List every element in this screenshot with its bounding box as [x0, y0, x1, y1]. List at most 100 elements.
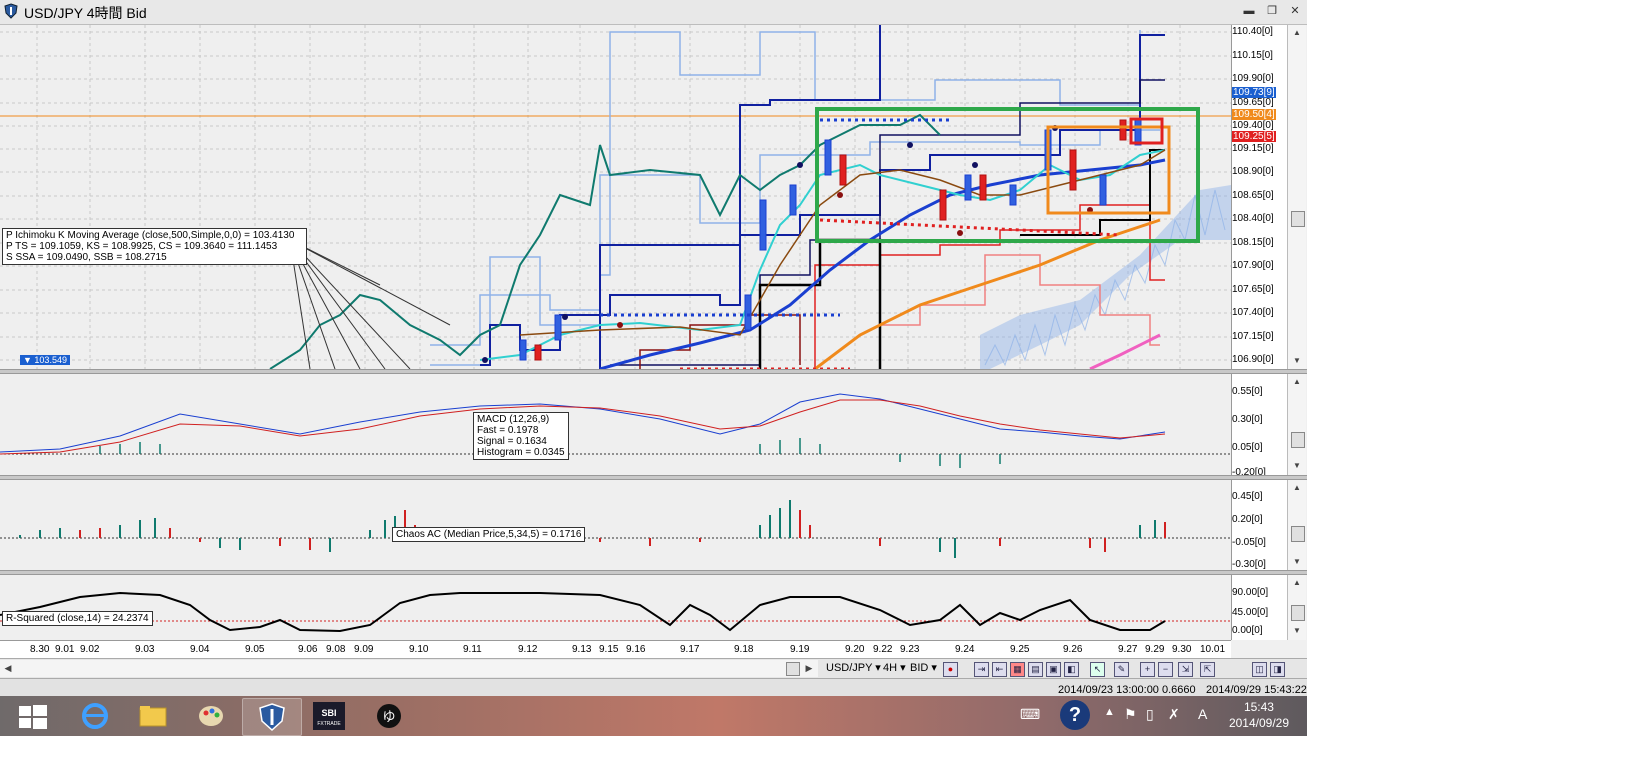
price-scrollbar[interactable]: ▲ ▼ [1287, 25, 1306, 369]
macd-scrollbar[interactable]: ▲ ▼ [1287, 374, 1306, 475]
macd-info-fast: Fast = 0.1978 [477, 425, 539, 436]
time-axis[interactable]: 8.30 9.01 9.02 9.03 9.04 9.05 9.06 9.08 … [0, 640, 1231, 659]
price-label: 107.40[0] [1232, 307, 1274, 318]
windows-logo-icon [19, 705, 47, 729]
info-line-1: P Ichimoku K Moving Average (close,500,S… [6, 230, 295, 241]
scroll-thumb[interactable] [1291, 432, 1305, 448]
info-line-3: S SSA = 109.0490, SSB = 108.2715 [6, 252, 167, 263]
ac-info-box[interactable]: Chaos AC (Median Price,5,34,5) = 0.1716 [392, 527, 586, 542]
close-button[interactable]: ✕ [1290, 5, 1300, 17]
flag-icon[interactable]: ⚑ [1124, 706, 1137, 722]
taskbar-ime-app-button[interactable]: ゆ [360, 698, 418, 734]
macd-scale-label: 0.05[0] [1232, 442, 1263, 453]
tool-icon[interactable]: ⇲ [1178, 662, 1193, 677]
price-label: 108.65[0] [1232, 190, 1274, 201]
rsq-info-box[interactable]: R-Squared (close,14) = 24.2374 [2, 611, 153, 626]
taskbar-explorer-button[interactable] [124, 698, 182, 734]
scroll-right-arrow-icon[interactable]: ▶ [805, 663, 813, 673]
tray-expand-icon[interactable]: ▲ [1104, 706, 1115, 718]
cursor-icon[interactable]: ↖ [1090, 662, 1105, 677]
scroll-down-arrow-icon[interactable]: ▼ [1293, 557, 1301, 566]
svg-text:FXTRADE: FXTRADE [317, 721, 341, 727]
rsq-canvas[interactable] [0, 575, 1231, 640]
help-icon[interactable]: ? [1060, 700, 1090, 730]
price-scale[interactable]: 110.40[0] 110.15[0] 109.90[0] 109.65[0] … [1231, 25, 1288, 369]
macd-canvas[interactable] [0, 374, 1231, 475]
ichimoku-info-box[interactable]: P Ichimoku K Moving Average (close,500,S… [2, 228, 307, 265]
zoom-in-icon[interactable]: + [1140, 662, 1155, 677]
zoom-out-icon[interactable]: − [1158, 662, 1173, 677]
macd-scale[interactable]: 0.55[0] 0.30[0] 0.05[0] -0.20[0] [1231, 374, 1288, 478]
horizontal-scrollbar[interactable]: ◀ ▶ [0, 660, 818, 677]
taskbar-clock[interactable]: 15:43 2014/09/29 [1229, 699, 1289, 731]
network-icon[interactable]: ✗ [1168, 706, 1180, 722]
tool-icon[interactable]: ✎ [1114, 662, 1129, 677]
tool-icon[interactable]: ▦ [1010, 662, 1025, 677]
price-chart-canvas[interactable] [0, 25, 1231, 369]
keyboard-icon[interactable]: ⌨ [1020, 706, 1041, 722]
ac-scrollbar[interactable]: ▲ ▼ [1287, 480, 1306, 570]
taskbar-ie-button[interactable] [66, 698, 124, 734]
ac-canvas[interactable] [0, 480, 1231, 570]
scroll-thumb[interactable] [1291, 526, 1305, 542]
scroll-down-arrow-icon[interactable]: ▼ [1293, 461, 1301, 470]
color-picker-icon[interactable]: ● [943, 662, 958, 677]
taskbar-sbi-fxtrade-button[interactable]: SBI FXTRADE [300, 698, 358, 734]
scroll-up-arrow-icon[interactable]: ▲ [1293, 28, 1301, 37]
price-type-select[interactable]: BID ▾ [910, 662, 937, 674]
time-label: 9.06 [298, 644, 318, 655]
ime-indicator[interactable]: A [1198, 706, 1208, 722]
tool-icon[interactable]: ⇤ [992, 662, 1007, 677]
r-squared-pane[interactable]: R-Squared (close,14) = 24.2374 [0, 575, 1231, 640]
pane-separator[interactable] [0, 369, 1307, 374]
chaos-ac-pane[interactable]: Chaos AC (Median Price,5,34,5) = 0.1716 [0, 480, 1231, 570]
time-label: 9.20 [845, 644, 865, 655]
ac-scale-label: 0.45[0] [1232, 491, 1263, 502]
scroll-up-arrow-icon[interactable]: ▲ [1293, 377, 1301, 386]
scroll-thumb[interactable] [1291, 605, 1305, 621]
pane-separator[interactable] [0, 475, 1307, 480]
symbol-select[interactable]: USD/JPY ▾ [826, 662, 881, 674]
tool-icon[interactable]: ◫ [1252, 662, 1267, 677]
price-marker-label[interactable]: ▼ 103.549 [20, 355, 70, 365]
pane-separator[interactable] [0, 570, 1307, 575]
timeframe-select[interactable]: 4H ▾ [883, 662, 906, 674]
taskbar-paint-button[interactable] [182, 698, 240, 734]
price-label: 108.15[0] [1232, 237, 1274, 248]
tool-icon[interactable]: ▣ [1046, 662, 1061, 677]
macd-info-box[interactable]: MACD (12,26,9) Fast = 0.1978 Signal = 0.… [473, 412, 569, 460]
minimize-button[interactable]: ▬ [1243, 5, 1255, 17]
tool-icon[interactable]: ◨ [1270, 662, 1285, 677]
start-button[interactable] [4, 698, 62, 734]
scroll-thumb[interactable] [1291, 211, 1305, 227]
tool-icon[interactable]: ⇱ [1200, 662, 1215, 677]
ac-scale-label: -0.30[0] [1232, 559, 1266, 570]
price-label: 107.90[0] [1232, 260, 1274, 271]
time-label: 9.13 [572, 644, 592, 655]
macd-info-signal: Signal = 0.1634 [477, 436, 547, 447]
taskbar-fx-chart-button[interactable] [242, 698, 302, 736]
scroll-left-arrow-icon[interactable]: ◀ [4, 663, 12, 673]
tool-icon[interactable]: ◧ [1064, 662, 1079, 677]
scroll-thumb[interactable] [786, 662, 800, 676]
yu-app-icon: ゆ [377, 704, 401, 728]
svg-text:ゆ: ゆ [382, 710, 395, 725]
tool-icon[interactable]: ⇥ [974, 662, 989, 677]
time-label: 9.09 [354, 644, 374, 655]
price-label: 109.40[0] [1232, 120, 1274, 131]
scroll-down-arrow-icon[interactable]: ▼ [1293, 356, 1301, 365]
battery-icon[interactable]: ▯ [1146, 706, 1154, 722]
ac-scale[interactable]: 0.45[0] 0.20[0] -0.05[0] -0.30[0] [1231, 480, 1288, 570]
shield-app-icon [259, 703, 285, 732]
rsq-scale[interactable]: 90.00[0] 45.00[0] 0.00[0] [1231, 575, 1288, 640]
svg-text:SBI: SBI [321, 708, 336, 718]
scroll-up-arrow-icon[interactable]: ▲ [1293, 483, 1301, 492]
macd-pane[interactable]: MACD (12,26,9) Fast = 0.1978 Signal = 0.… [0, 374, 1231, 475]
scroll-up-arrow-icon[interactable]: ▲ [1293, 578, 1301, 587]
rsq-scrollbar[interactable]: ▲ ▼ [1287, 575, 1306, 640]
macd-scale-label: -0.20[0] [1232, 467, 1266, 478]
scroll-down-arrow-icon[interactable]: ▼ [1293, 626, 1301, 635]
restore-button[interactable]: ❐ [1267, 5, 1277, 17]
price-chart-pane[interactable]: P Ichimoku K Moving Average (close,500,S… [0, 25, 1231, 369]
tool-icon[interactable]: ▤ [1028, 662, 1043, 677]
